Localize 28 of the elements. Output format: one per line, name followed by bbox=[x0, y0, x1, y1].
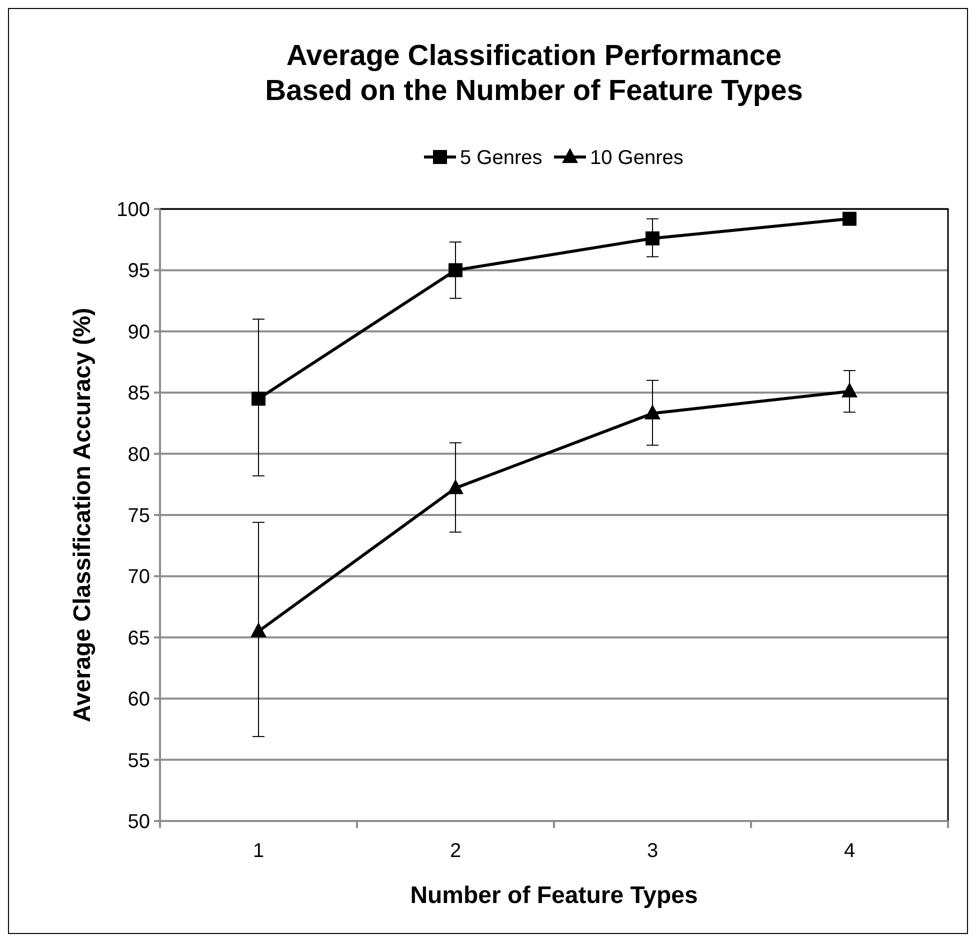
x-tick-label: 3 bbox=[646, 840, 658, 862]
point bbox=[448, 263, 462, 278]
x-tick-label: 4 bbox=[844, 840, 856, 862]
y-tick-label: 55 bbox=[128, 750, 150, 772]
y-tick-label: 65 bbox=[128, 627, 150, 650]
point bbox=[644, 404, 660, 420]
point bbox=[252, 392, 266, 406]
point bbox=[842, 382, 858, 398]
point bbox=[448, 479, 464, 494]
x-axis-title: Number of Feature Types bbox=[410, 882, 698, 909]
y-tick-label: 60 bbox=[128, 688, 150, 711]
y-tick-label: 75 bbox=[128, 505, 150, 527]
point bbox=[250, 622, 266, 638]
y-tick-label: 50 bbox=[128, 811, 150, 833]
y-axis-title: Average Classification Accuracy (%) bbox=[69, 308, 96, 722]
x-tick-label: 2 bbox=[450, 840, 462, 862]
y-tick-label: 85 bbox=[128, 382, 150, 405]
x-tick-label: 1 bbox=[252, 840, 264, 862]
y-tick-label: 90 bbox=[128, 321, 150, 344]
legend-label: 10 Genres bbox=[590, 147, 684, 169]
point bbox=[842, 212, 856, 226]
chart-title: Average Classification Performance Based on the Number of Feature Types bbox=[265, 40, 803, 107]
y-tick-label: 80 bbox=[128, 444, 150, 466]
y-tick-label: 95 bbox=[128, 260, 150, 282]
y-tick-label: 100 bbox=[116, 199, 150, 221]
y-tick-label: 70 bbox=[128, 566, 150, 588]
point bbox=[646, 231, 660, 246]
legend-label: 5 Genres bbox=[460, 147, 542, 169]
